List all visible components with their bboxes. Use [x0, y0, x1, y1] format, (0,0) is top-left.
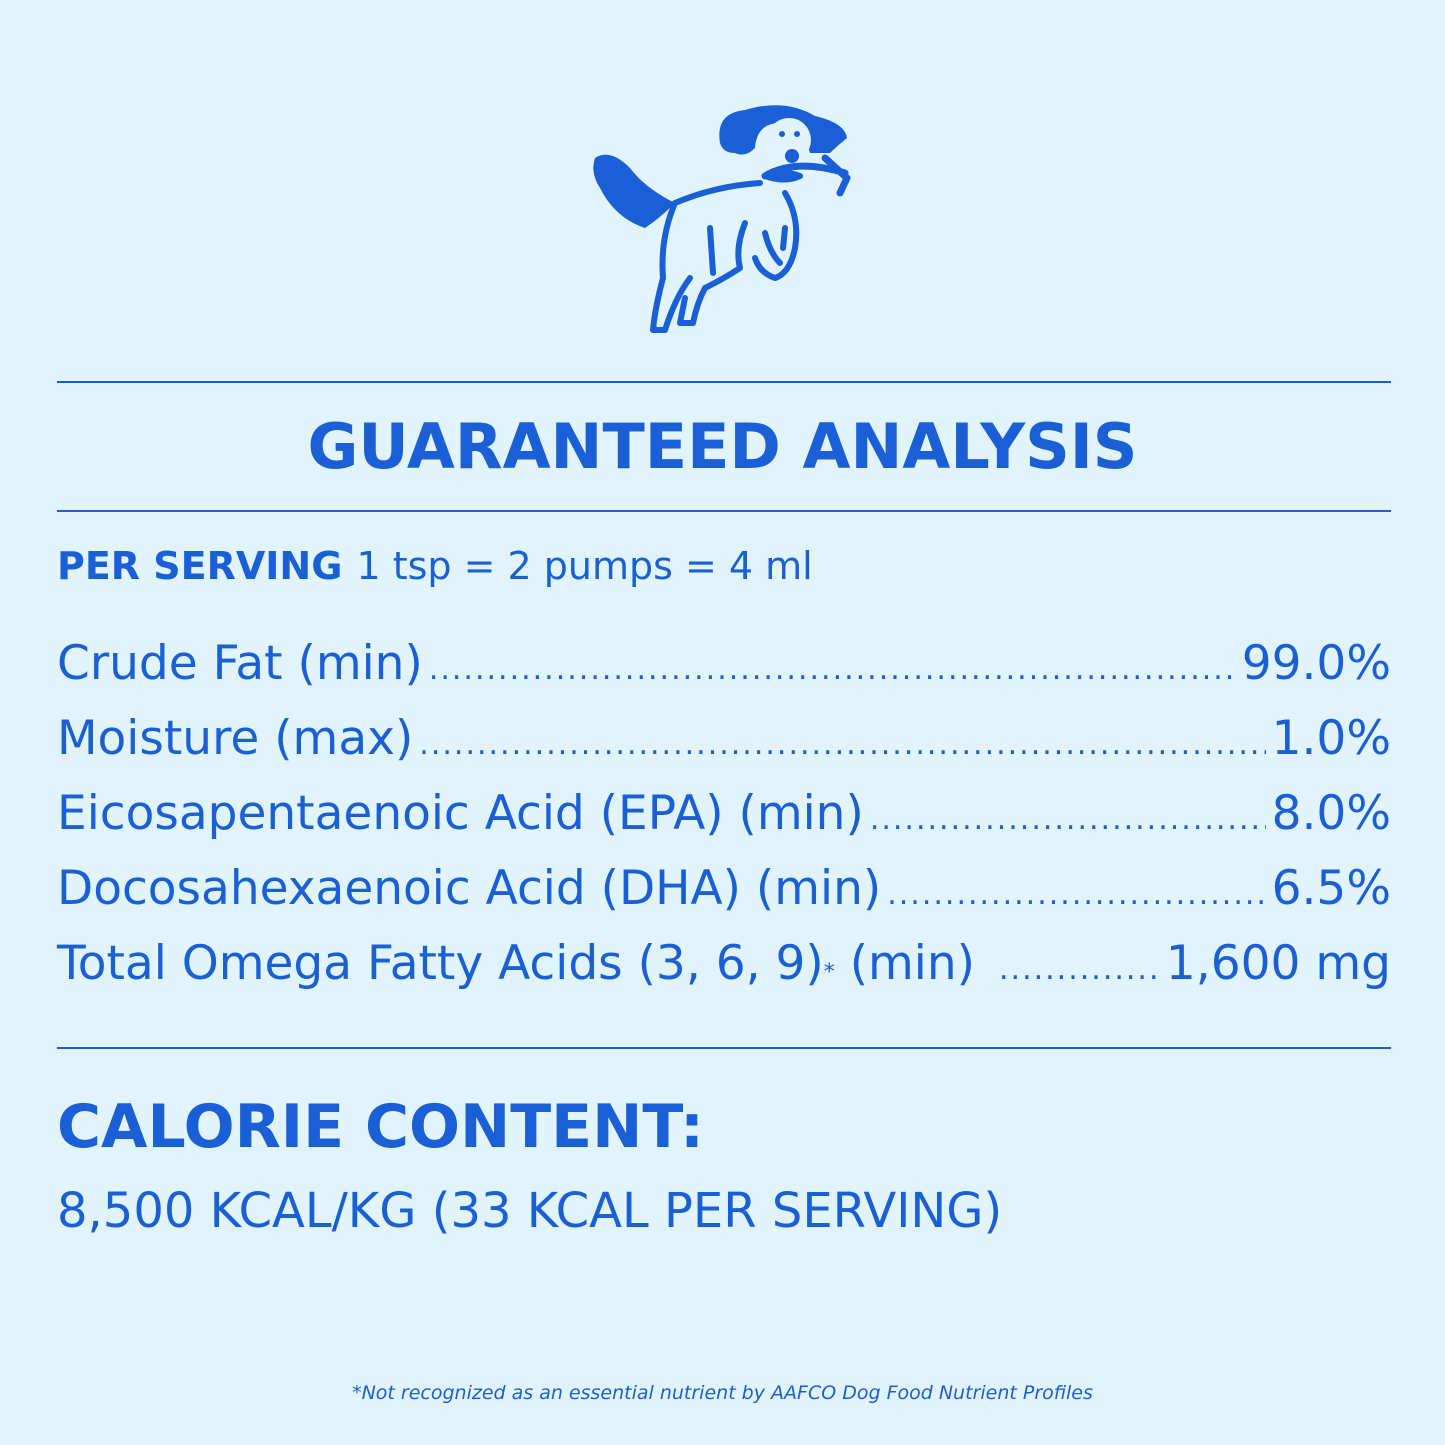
- nutrient-value: 99.0%: [1241, 636, 1391, 691]
- analysis-table: Crude Fat (min)99.0% Moisture (max)1.0% …: [57, 636, 1391, 1011]
- nutrient-value: 1.0%: [1271, 711, 1391, 766]
- nutrient-name: Eicosapentaenoic Acid (EPA) (min): [57, 786, 864, 841]
- analysis-row: Moisture (max) 1.0%: [57, 711, 1391, 786]
- nutrient-value: 6.5%: [1271, 861, 1391, 916]
- nutrient-value: 1,600 mg: [1165, 936, 1391, 991]
- analysis-row: Eicosapentaenoic Acid (EPA) (min) 8.0%: [57, 786, 1391, 861]
- calorie-value: 8,500 KCAL/KG (33 KCAL PER SERVING): [57, 1183, 1003, 1239]
- footnote-mark: *: [823, 960, 835, 985]
- dot-leader: [870, 802, 1266, 837]
- serving-label: PER SERVING: [57, 544, 343, 588]
- nutrient-name: Moisture (max): [57, 711, 414, 766]
- footnote: *Not recognized as an essential nutrient…: [352, 1382, 1093, 1404]
- top-divider: [57, 381, 1391, 383]
- title-divider: [57, 510, 1391, 512]
- serving-value: 1 tsp = 2 pumps = 4 ml: [356, 544, 813, 588]
- nutrient-qualifier: (min): [849, 936, 975, 991]
- dot-leader: [429, 652, 1236, 687]
- nutrient-name: Total Omega Fatty Acids (3, 6, 9): [57, 936, 824, 991]
- analysis-row: Crude Fat (min) 99.0%: [57, 636, 1391, 711]
- serving-info: PER SERVING 1 tsp = 2 pumps = 4 ml: [57, 544, 813, 588]
- calorie-divider: [57, 1047, 1391, 1049]
- nutrient-name: Docosahexaenoic Acid (DHA) (min): [57, 861, 882, 916]
- nutrient-value: 8.0%: [1271, 786, 1391, 841]
- page-title: GUARANTEED ANALYSIS: [307, 410, 1138, 483]
- dog-with-fish-icon: [593, 105, 851, 333]
- dot-leader: [887, 877, 1265, 912]
- analysis-row: Docosahexaenoic Acid (DHA) (min) 6.5%: [57, 861, 1391, 936]
- dot-leader: [999, 952, 1160, 987]
- analysis-row: Total Omega Fatty Acids (3, 6, 9) * (min)…: [57, 936, 1391, 1011]
- calorie-heading: CALORIE CONTENT:: [57, 1092, 704, 1162]
- nutrient-name: Crude Fat (min): [57, 636, 423, 691]
- dot-leader: [419, 727, 1265, 762]
